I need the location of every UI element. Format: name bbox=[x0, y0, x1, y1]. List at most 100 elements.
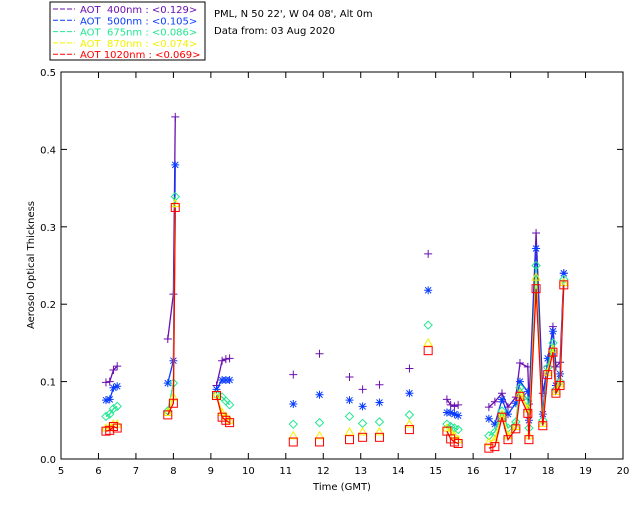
x-tick-label: 19 bbox=[579, 466, 592, 477]
series-line bbox=[105, 365, 118, 384]
data-point-square bbox=[523, 408, 533, 418]
data-point-triangle bbox=[551, 386, 561, 396]
legend: AOT 400nm : <0.129>AOT 500nm : <0.105>AO… bbox=[49, 1, 206, 61]
data-point-triangle bbox=[357, 426, 368, 436]
series-line bbox=[215, 395, 230, 424]
data-point-plus bbox=[442, 395, 451, 404]
x-tick-label: 10 bbox=[242, 466, 255, 477]
plot-frame bbox=[60, 71, 624, 460]
data-point-asterisk bbox=[101, 396, 110, 405]
data-point-diamond bbox=[404, 410, 415, 420]
data-point-square bbox=[344, 435, 354, 445]
x-tick-label: 17 bbox=[504, 466, 517, 477]
series-triangle bbox=[101, 198, 569, 446]
data-point-asterisk bbox=[490, 420, 499, 429]
x-tick-label: 7 bbox=[133, 466, 139, 477]
data-point-square bbox=[490, 442, 500, 452]
data-point-asterisk bbox=[225, 376, 234, 385]
y-axis-label: Aerosol Optical Thickness bbox=[26, 201, 37, 329]
data-point-asterisk bbox=[484, 414, 493, 423]
data-point-plus bbox=[515, 359, 524, 368]
data-point-plus bbox=[405, 364, 414, 373]
data-point-asterisk bbox=[109, 383, 118, 392]
y-tick-label: 0.5 bbox=[40, 68, 56, 79]
series-line bbox=[488, 232, 565, 409]
data-point-square bbox=[112, 423, 122, 433]
legend-entry: AOT 870nm : <0.074> bbox=[80, 39, 197, 50]
data-point-square bbox=[484, 443, 494, 453]
x-tick-label: 5 bbox=[58, 466, 64, 477]
data-point-asterisk bbox=[548, 327, 557, 336]
data-point-square bbox=[374, 432, 384, 442]
legend-entry: AOT 400nm : <0.129> bbox=[80, 5, 197, 16]
data-point-asterisk bbox=[113, 382, 122, 391]
data-point-square bbox=[538, 421, 548, 431]
data-point-square bbox=[543, 370, 553, 380]
data-point-square bbox=[515, 391, 525, 401]
data-point-asterisk bbox=[515, 377, 524, 386]
series-line bbox=[105, 425, 118, 432]
data-point-triangle bbox=[314, 430, 325, 440]
data-point-plus bbox=[490, 397, 499, 406]
data-point-triangle bbox=[531, 272, 541, 281]
series-square bbox=[101, 202, 569, 453]
data-point-diamond bbox=[531, 260, 541, 271]
series-line bbox=[446, 423, 459, 431]
x-tick-label: 9 bbox=[208, 466, 214, 477]
data-point-diamond bbox=[548, 338, 558, 348]
data-point-plus bbox=[523, 362, 532, 371]
data-point-square bbox=[211, 391, 221, 401]
data-point-asterisk bbox=[289, 400, 298, 409]
data-point-square bbox=[168, 398, 178, 408]
data-point-asterisk bbox=[171, 160, 180, 169]
data-point-diamond bbox=[344, 411, 355, 422]
data-point-asterisk bbox=[511, 399, 520, 408]
data-point-plus bbox=[551, 362, 560, 371]
data-point-plus bbox=[171, 112, 180, 121]
data-point-square bbox=[358, 432, 368, 442]
data-point-plus bbox=[113, 362, 122, 371]
data-point-asterisk bbox=[450, 410, 459, 419]
data-point-triangle bbox=[484, 436, 494, 446]
x-tick-label: 18 bbox=[542, 466, 555, 477]
data-point-plus bbox=[289, 370, 298, 379]
data-point-asterisk bbox=[405, 389, 414, 398]
x-tick-label: 15 bbox=[429, 466, 442, 477]
data-point-asterisk bbox=[543, 354, 552, 363]
data-point-diamond bbox=[357, 418, 368, 429]
data-point-square bbox=[555, 380, 565, 390]
x-tick-label: 16 bbox=[467, 466, 480, 477]
y-tick-label: 0.1 bbox=[40, 378, 56, 389]
data-point-asterisk bbox=[105, 395, 114, 404]
x-tick-label: 8 bbox=[170, 466, 176, 477]
data-point-plus bbox=[424, 249, 433, 258]
data-point-diamond bbox=[108, 403, 119, 414]
data-point-square bbox=[163, 410, 173, 420]
series-layer bbox=[101, 112, 569, 453]
data-point-triangle bbox=[537, 418, 548, 427]
data-point-square bbox=[559, 280, 569, 290]
data-point-diamond bbox=[224, 400, 235, 410]
data-point-square bbox=[524, 435, 534, 445]
data-point-square bbox=[453, 439, 463, 449]
data-point-asterisk bbox=[163, 379, 172, 388]
legend-box bbox=[49, 1, 206, 61]
data-point-diamond bbox=[423, 320, 433, 330]
data-point-square bbox=[404, 425, 414, 435]
data-point-square bbox=[170, 202, 180, 212]
data-point-plus bbox=[101, 378, 110, 387]
data-point-plus bbox=[221, 355, 230, 364]
data-point-plus bbox=[163, 335, 172, 344]
data-point-plus bbox=[105, 377, 114, 386]
data-point-asterisk bbox=[532, 244, 541, 253]
data-point-diamond bbox=[453, 424, 463, 435]
data-point-square bbox=[548, 347, 558, 357]
series-line bbox=[446, 399, 459, 408]
data-point-asterisk bbox=[424, 286, 433, 295]
x-tick-label: 12 bbox=[317, 466, 330, 477]
x-tick-label: 11 bbox=[279, 466, 292, 477]
data-point-plus bbox=[450, 402, 459, 411]
data-point-asterisk bbox=[358, 402, 367, 411]
data-point-asterisk bbox=[212, 385, 221, 394]
